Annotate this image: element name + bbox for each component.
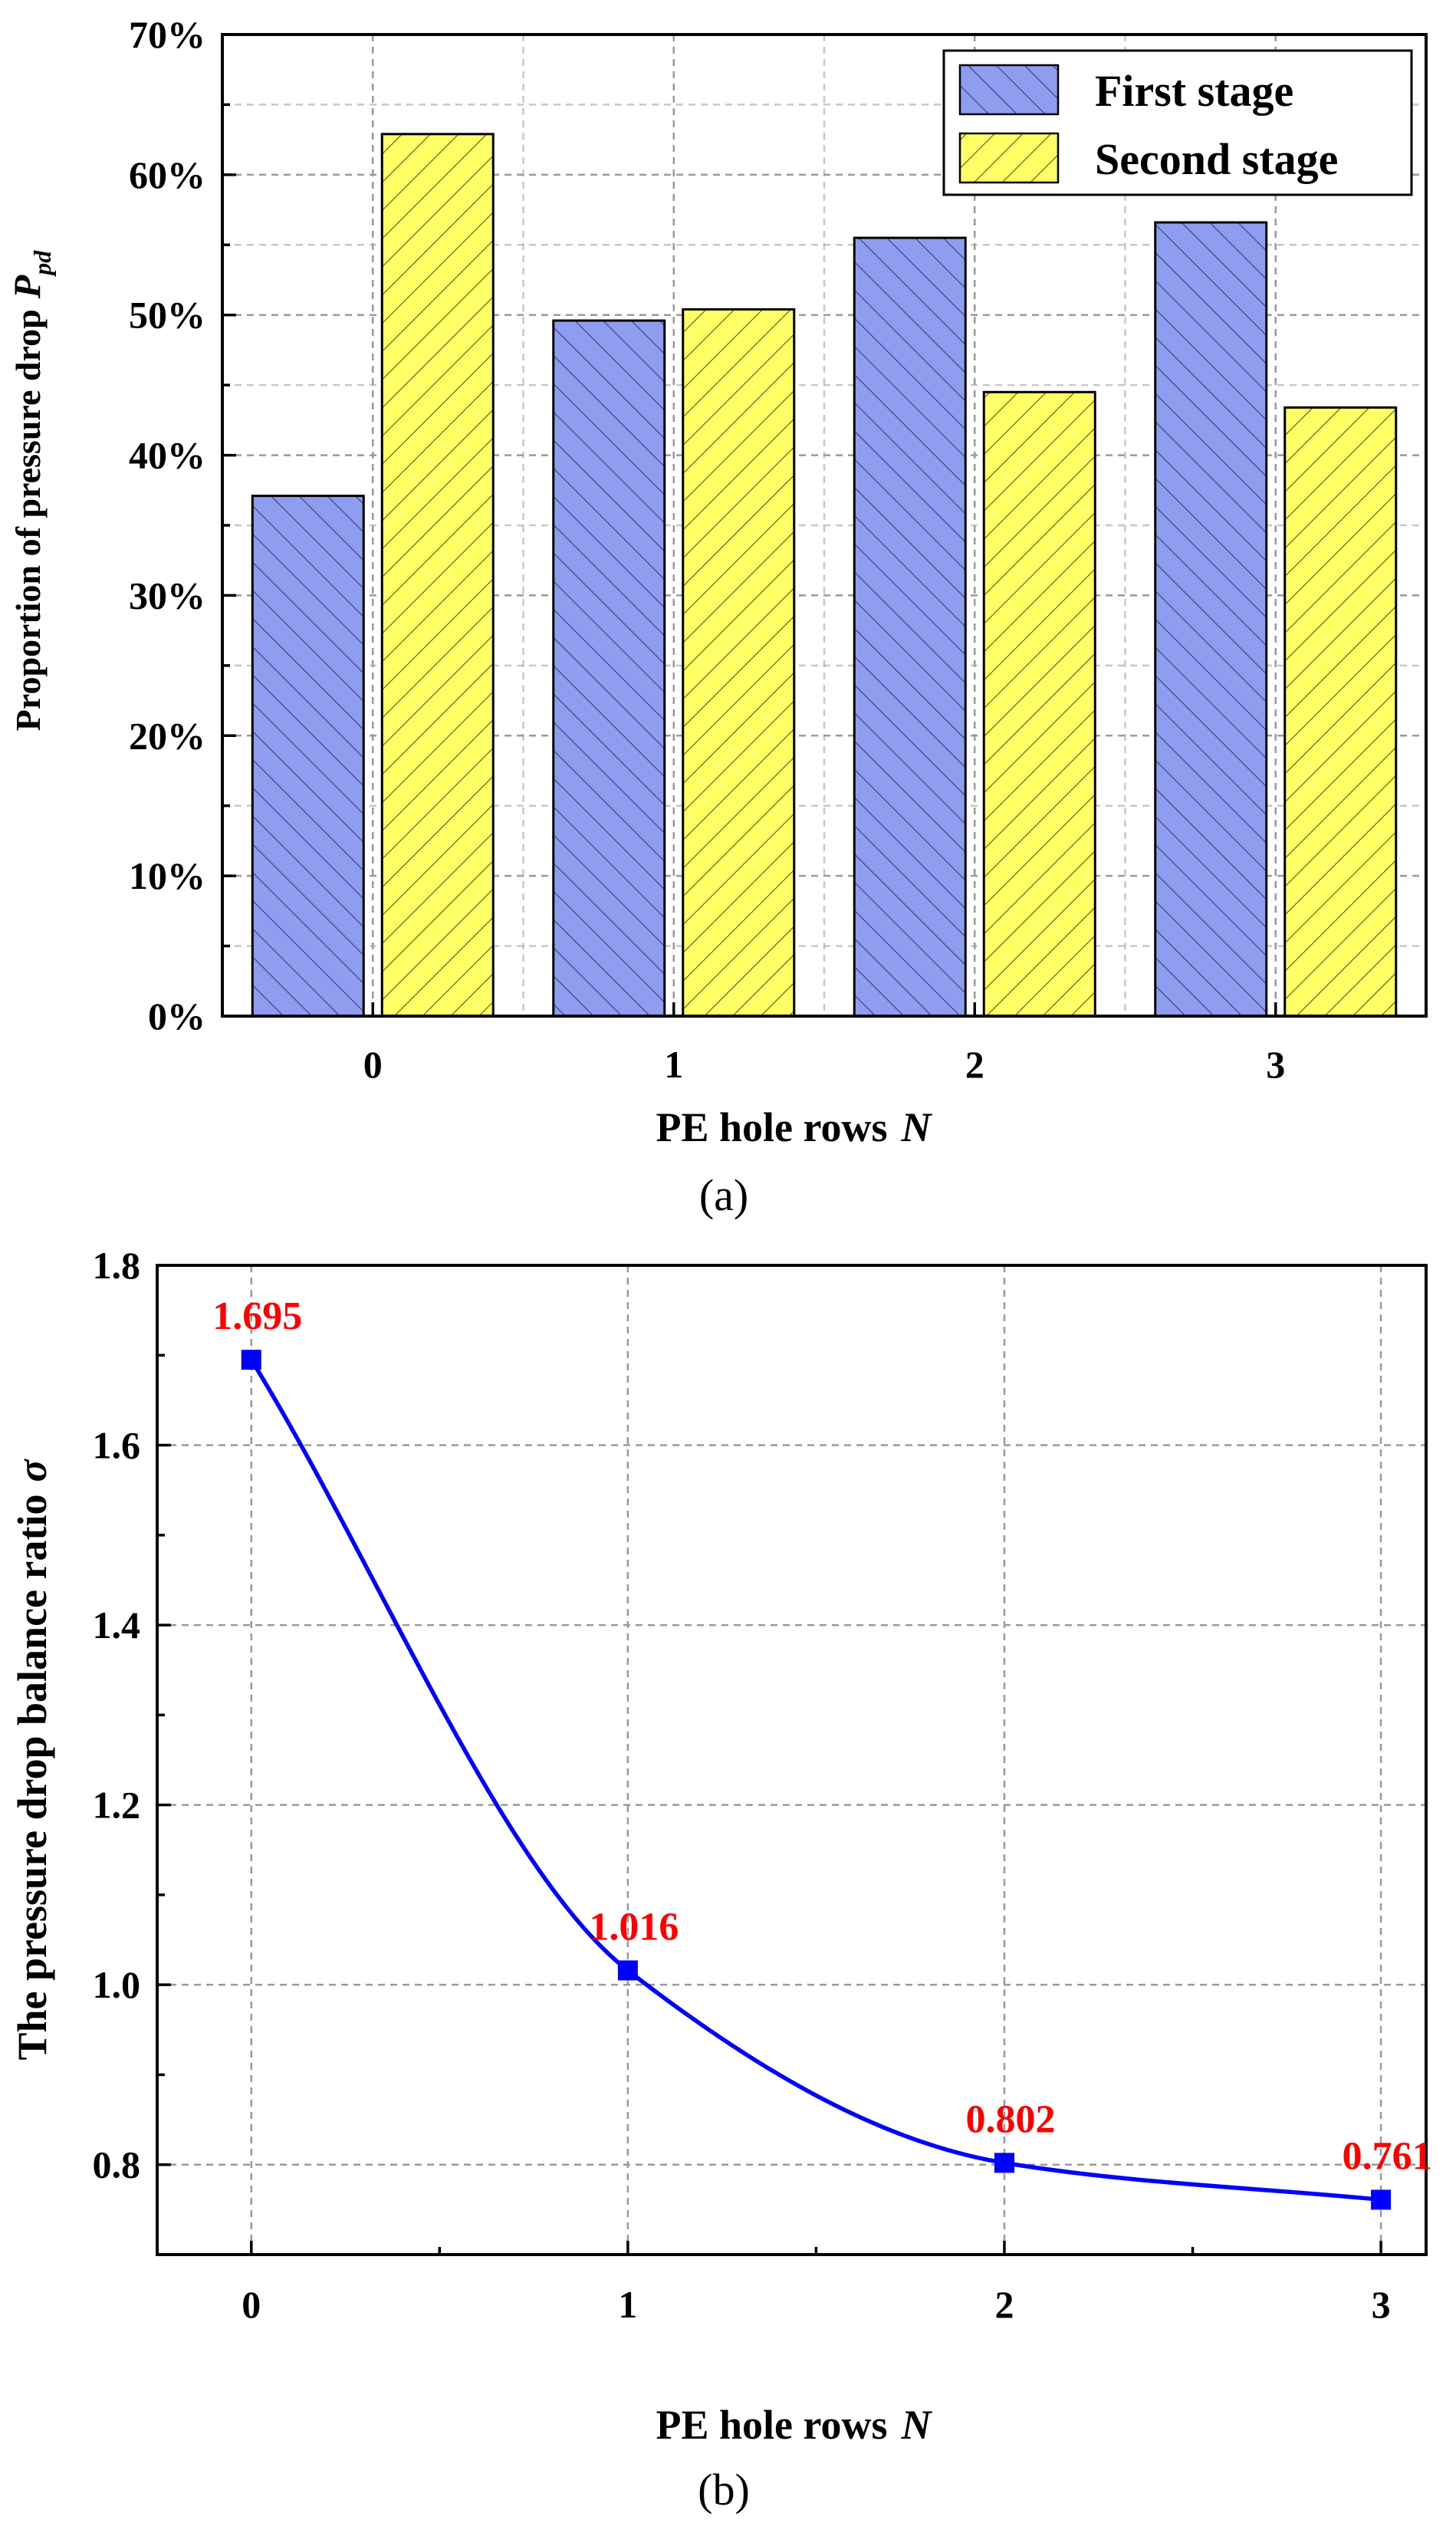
data-label-1: 1.016 bbox=[589, 1905, 679, 1949]
line-chart-ticks: 0.8 1.0 1.2 1.4 1.6 1.8 0 1 2 3 bbox=[93, 1244, 1391, 2326]
line-chart-y-tick-label: 1.8 bbox=[93, 1244, 141, 1287]
bar-second-stage-2 bbox=[982, 390, 1096, 1018]
legend-label-first-stage: First stage bbox=[1095, 66, 1293, 116]
bar-chart-bars bbox=[251, 133, 1398, 1018]
bar-chart-y-tick-label: 50% bbox=[129, 294, 205, 337]
line-series bbox=[249, 1358, 1382, 2202]
bar-chart-y-tick-label: 20% bbox=[129, 714, 205, 757]
line-chart-x-tick-label: 2 bbox=[994, 2283, 1014, 2326]
line-marker-0 bbox=[241, 1350, 261, 1370]
bar-chart-y-axis-title: Proportion of pressure drop Ppd bbox=[5, 250, 56, 731]
line-chart-y-axis-variable: σ bbox=[9, 1459, 55, 1482]
bar-second-stage-0 bbox=[380, 133, 495, 1018]
legend: First stage Second stage bbox=[942, 49, 1413, 196]
bar-chart-x-tick-label: 1 bbox=[664, 1043, 683, 1086]
bar-chart-y-axis-label: Proportion of pressure drop bbox=[8, 309, 48, 731]
line-chart-y-tick-label: 1.6 bbox=[93, 1424, 141, 1467]
data-label-2: 0.802 bbox=[965, 2097, 1055, 2141]
line-chart-x-axis-variable: N bbox=[901, 2402, 933, 2448]
line-chart-data-labels: 1.695 1.016 0.802 0.761 bbox=[212, 1294, 1431, 2178]
line-chart-x-tick-label: 0 bbox=[242, 2283, 261, 2326]
line-chart-y-tick-label: 1.0 bbox=[93, 1963, 141, 2006]
bar-chart-x-tick-label: 2 bbox=[965, 1043, 984, 1086]
panel-label-a: (a) bbox=[699, 1170, 748, 1220]
legend-swatch-second-stage bbox=[958, 132, 1060, 184]
bar-second-stage-1 bbox=[682, 308, 796, 1018]
data-label-0: 1.695 bbox=[212, 1294, 302, 1338]
bar-first-stage-3 bbox=[1154, 221, 1268, 1018]
bar-chart-panel: 0% 10% 20% 30% 40% 50% 60% 70% 0 1 2 3 First stage … bbox=[5, 13, 1428, 1220]
bar-chart-x-tick-label: 3 bbox=[1266, 1043, 1285, 1086]
line-chart-y-axis-title: The pressure drop balance ratio σ bbox=[9, 1459, 55, 2061]
bar-chart-y-axis-subscript: pd bbox=[28, 250, 56, 278]
bar-first-stage-1 bbox=[552, 319, 666, 1018]
legend-label-second-stage: Second stage bbox=[1095, 134, 1338, 184]
line-chart-y-axis-label: The pressure drop balance ratio bbox=[9, 1495, 55, 2061]
bar-second-stage-3 bbox=[1283, 406, 1398, 1018]
line-chart-x-tick-label: 3 bbox=[1372, 2283, 1391, 2326]
line-chart-x-tick-label: 1 bbox=[618, 2283, 637, 2326]
bar-chart-y-tick-label: 70% bbox=[129, 13, 205, 56]
bar-chart-x-axis-label: PE hole rows bbox=[656, 1104, 887, 1150]
line-chart-frame bbox=[156, 1264, 1428, 2256]
line-marker-1 bbox=[617, 1960, 638, 1981]
line-chart-gridlines bbox=[157, 1265, 1426, 2255]
line-chart-y-tick-label: 1.4 bbox=[93, 1604, 141, 1646]
bar-chart-ticks: 0% 10% 20% 30% 40% 50% 60% 70% 0 1 2 3 bbox=[129, 13, 1285, 1086]
data-label-3: 0.761 bbox=[1343, 2134, 1432, 2178]
line-chart-panel: 0.81.01.21.41.61.80 1 2 3 1.6951.0160.8020.… bbox=[9, 1244, 1432, 2515]
legend-swatch-first-stage bbox=[958, 64, 1060, 116]
line-chart-markers bbox=[241, 1350, 1392, 2210]
line-marker-2 bbox=[994, 2153, 1014, 2173]
line-chart-x-axis-title: PE hole rows N bbox=[656, 2402, 932, 2448]
bar-chart-y-tick-label: 40% bbox=[129, 434, 205, 477]
line-chart-y-tick-label: 0.8 bbox=[93, 2143, 141, 2186]
line-chart-y-tick-label: 1.2 bbox=[93, 1784, 141, 1827]
panel-label-b: (b) bbox=[698, 2465, 750, 2515]
bar-chart-y-axis-variable: P bbox=[5, 275, 48, 299]
bar-chart-y-tick-label: 0% bbox=[148, 995, 205, 1038]
line-marker-3 bbox=[1371, 2189, 1392, 2210]
line-chart-x-axis-label: PE hole rows bbox=[656, 2402, 887, 2448]
bar-chart-y-tick-label: 10% bbox=[129, 854, 205, 897]
bar-chart-x-tick-label: 0 bbox=[363, 1043, 383, 1086]
bar-first-stage-2 bbox=[853, 236, 967, 1018]
bar-chart-x-axis-variable: N bbox=[901, 1104, 933, 1150]
bar-first-stage-0 bbox=[251, 495, 365, 1018]
bar-chart-x-axis-title: PE hole rows N bbox=[656, 1104, 932, 1150]
bar-chart-y-tick-label: 30% bbox=[129, 574, 205, 617]
bar-chart-y-tick-label: 60% bbox=[129, 153, 205, 196]
